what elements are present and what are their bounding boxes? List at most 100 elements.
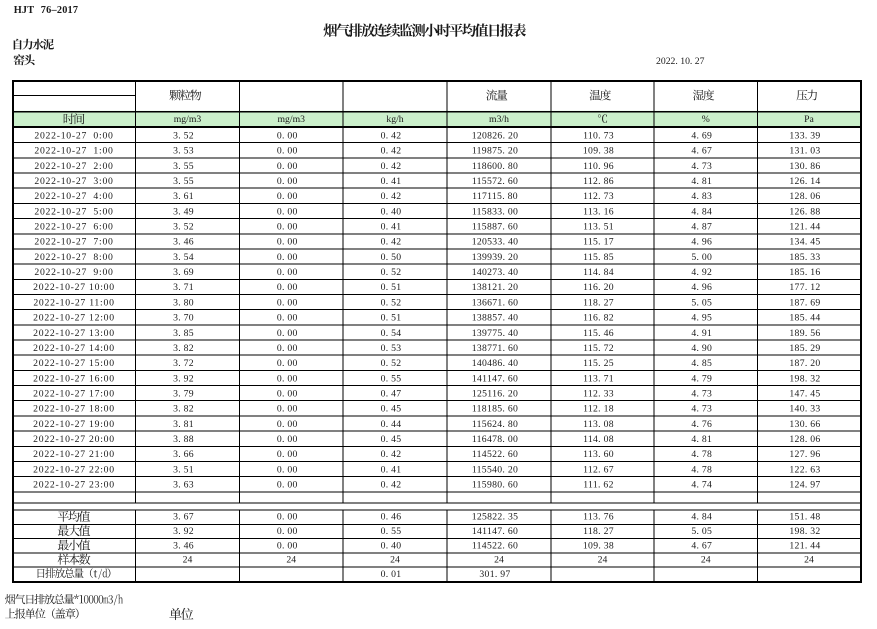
svg-text:3. 53: 3. 53 — [173, 146, 194, 157]
svg-text:0. 00: 0. 00 — [277, 526, 298, 537]
svg-text:3. 92: 3. 92 — [173, 373, 194, 384]
svg-text:118. 27: 118. 27 — [583, 297, 614, 308]
svg-text:121. 44: 121. 44 — [789, 540, 820, 551]
svg-text:0. 00: 0. 00 — [277, 237, 298, 248]
svg-text:187. 20: 187. 20 — [789, 358, 820, 369]
svg-text:141147. 60: 141147. 60 — [472, 373, 518, 384]
svg-text:118600. 80: 118600. 80 — [472, 161, 518, 172]
svg-text:4. 96: 4. 96 — [691, 237, 712, 248]
svg-text:120533. 40: 120533. 40 — [472, 237, 519, 248]
svg-text:128. 06: 128. 06 — [789, 434, 820, 445]
svg-text:0. 46: 0. 46 — [381, 512, 402, 523]
svg-text:0. 47: 0. 47 — [381, 389, 402, 400]
svg-text:185. 33: 185. 33 — [789, 252, 820, 263]
svg-text:3. 70: 3. 70 — [173, 313, 194, 324]
svg-text:5. 05: 5. 05 — [691, 297, 712, 308]
svg-text:2022-10-27 3:00: 2022-10-27 3:00 — [34, 176, 113, 187]
svg-text:Pa: Pa — [804, 114, 814, 125]
svg-text:112. 86: 112. 86 — [583, 176, 614, 187]
svg-text:3. 52: 3. 52 — [173, 130, 194, 141]
svg-text:131. 03: 131. 03 — [789, 146, 820, 157]
svg-text:3. 54: 3. 54 — [173, 252, 194, 263]
svg-text:3. 63: 3. 63 — [173, 480, 194, 491]
svg-text:136671. 60: 136671. 60 — [472, 297, 519, 308]
svg-text:0. 42: 0. 42 — [381, 146, 402, 157]
svg-text:3. 82: 3. 82 — [173, 404, 194, 415]
svg-text:126. 88: 126. 88 — [789, 206, 820, 217]
svg-text:4. 91: 4. 91 — [691, 328, 712, 339]
svg-text:115833. 00: 115833. 00 — [472, 206, 518, 217]
svg-text:0. 54: 0. 54 — [381, 328, 402, 339]
svg-text:3. 82: 3. 82 — [173, 343, 194, 354]
svg-text:0. 00: 0. 00 — [277, 343, 298, 354]
svg-text:4. 92: 4. 92 — [691, 267, 712, 278]
svg-text:2022. 10. 27: 2022. 10. 27 — [656, 56, 705, 67]
svg-text:4. 84: 4. 84 — [691, 206, 712, 217]
svg-text:139775. 40: 139775. 40 — [472, 328, 519, 339]
svg-text:121. 44: 121. 44 — [789, 222, 820, 233]
svg-text:3. 52: 3. 52 — [173, 222, 194, 233]
svg-text:185. 29: 185. 29 — [789, 343, 820, 354]
svg-text:4. 73: 4. 73 — [691, 161, 712, 172]
svg-text:177. 12: 177. 12 — [789, 282, 820, 293]
svg-text:0. 51: 0. 51 — [381, 282, 402, 293]
svg-text:3. 81: 3. 81 — [173, 419, 194, 430]
svg-text:109. 38: 109. 38 — [583, 540, 614, 551]
svg-text:24: 24 — [390, 555, 400, 566]
svg-text:5. 05: 5. 05 — [691, 526, 712, 537]
svg-text:2022-10-27 6:00: 2022-10-27 6:00 — [34, 222, 113, 233]
svg-text:0. 00: 0. 00 — [277, 373, 298, 384]
svg-text:0. 44: 0. 44 — [381, 419, 402, 430]
svg-text:kg/h: kg/h — [386, 114, 403, 125]
svg-text:141147. 60: 141147. 60 — [472, 526, 518, 537]
svg-text:2022-10-27 10:00: 2022-10-27 10:00 — [33, 282, 115, 293]
svg-text:24: 24 — [286, 555, 296, 566]
svg-text:2022-10-27 18:00: 2022-10-27 18:00 — [33, 404, 115, 415]
svg-text:112. 73: 112. 73 — [583, 191, 614, 202]
svg-text:110. 96: 110. 96 — [583, 161, 614, 172]
svg-text:187. 69: 187. 69 — [789, 297, 820, 308]
svg-text:138121. 20: 138121. 20 — [472, 282, 519, 293]
svg-text:3. 79: 3. 79 — [173, 389, 194, 400]
svg-text:140273. 40: 140273. 40 — [472, 267, 519, 278]
svg-text:0. 55: 0. 55 — [381, 526, 402, 537]
svg-text:2022-10-27 9:00: 2022-10-27 9:00 — [34, 267, 113, 278]
svg-text:113. 71: 113. 71 — [583, 373, 614, 384]
svg-text:0. 53: 0. 53 — [381, 343, 402, 354]
svg-text:2022-10-27 11:00: 2022-10-27 11:00 — [33, 297, 114, 308]
svg-text:3. 55: 3. 55 — [173, 176, 194, 187]
svg-text:0. 40: 0. 40 — [381, 206, 402, 217]
svg-text:4. 81: 4. 81 — [691, 434, 712, 445]
svg-text:2022-10-27 5:00: 2022-10-27 5:00 — [34, 206, 113, 217]
svg-text:109. 38: 109. 38 — [583, 146, 614, 157]
svg-text:4. 95: 4. 95 — [691, 313, 712, 324]
svg-text:HJT: HJT — [14, 5, 35, 16]
svg-text:185. 16: 185. 16 — [789, 267, 820, 278]
svg-text:2022-10-27 0:00: 2022-10-27 0:00 — [34, 130, 113, 141]
svg-text:2022-10-27 13:00: 2022-10-27 13:00 — [33, 328, 115, 339]
svg-text:3. 80: 3. 80 — [173, 297, 194, 308]
svg-text:4. 73: 4. 73 — [691, 404, 712, 415]
svg-text:0. 40: 0. 40 — [381, 540, 402, 551]
svg-text:0. 41: 0. 41 — [381, 176, 402, 187]
svg-text:0. 00: 0. 00 — [277, 434, 298, 445]
svg-text:24: 24 — [598, 555, 608, 566]
svg-text:4. 78: 4. 78 — [691, 464, 712, 475]
svg-text:3. 72: 3. 72 — [173, 358, 194, 369]
svg-text:24: 24 — [183, 555, 193, 566]
svg-text:3. 61: 3. 61 — [173, 191, 194, 202]
svg-text:0. 51: 0. 51 — [381, 313, 402, 324]
svg-text:2022-10-27 7:00: 2022-10-27 7:00 — [34, 237, 113, 248]
svg-text:3. 85: 3. 85 — [173, 328, 194, 339]
svg-text:113. 16: 113. 16 — [583, 206, 614, 217]
svg-text:120826. 20: 120826. 20 — [472, 130, 519, 141]
svg-text:4. 84: 4. 84 — [691, 512, 712, 523]
svg-text:24: 24 — [701, 555, 711, 566]
svg-text:110. 73: 110. 73 — [583, 130, 614, 141]
svg-text:mg/m3: mg/m3 — [278, 114, 306, 125]
svg-text:198. 32: 198. 32 — [789, 373, 820, 384]
svg-text:0. 00: 0. 00 — [277, 540, 298, 551]
svg-text:0. 00: 0. 00 — [277, 389, 298, 400]
svg-text:0. 00: 0. 00 — [277, 297, 298, 308]
svg-text:0. 00: 0. 00 — [277, 267, 298, 278]
